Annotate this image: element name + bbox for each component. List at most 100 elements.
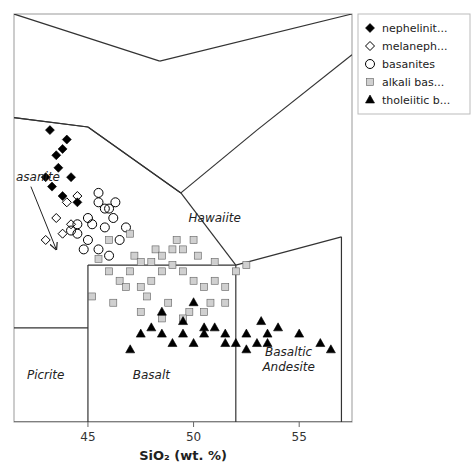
point [115, 235, 124, 244]
field-label-line: Basalt [133, 368, 172, 382]
point [131, 252, 138, 259]
point [257, 317, 266, 325]
point [144, 293, 151, 300]
legend-label: tholeiitic b... [382, 94, 450, 107]
point [58, 144, 67, 153]
point [67, 173, 76, 182]
x-tick [299, 422, 300, 427]
field-boundary [14, 118, 88, 127]
point [152, 246, 159, 253]
field-label: Hawaiite [189, 211, 241, 225]
legend-marker [366, 95, 375, 103]
point [201, 309, 208, 316]
point [109, 214, 118, 223]
point [137, 284, 144, 291]
point [41, 235, 50, 244]
point [45, 126, 54, 135]
field-label-line: Hawaiite [189, 211, 241, 225]
point [67, 226, 76, 235]
legend-label: melaneph... [382, 40, 447, 53]
point [221, 339, 230, 347]
point [207, 299, 214, 306]
point [52, 151, 61, 160]
point [137, 309, 144, 316]
point [179, 329, 188, 337]
plot-area [14, 14, 352, 422]
field-boundary [88, 421, 236, 422]
field-boundary [236, 421, 352, 422]
field-boundary [88, 127, 181, 193]
field-boundary [160, 14, 352, 61]
series-points [67, 188, 131, 260]
point [126, 345, 135, 353]
point [83, 235, 92, 244]
point [148, 258, 155, 265]
point [190, 277, 197, 284]
point [326, 345, 335, 353]
field-boundary [341, 237, 342, 422]
point [157, 307, 166, 315]
point [148, 277, 155, 284]
legend: nephelinit...melaneph...basanitesalkali … [358, 14, 470, 114]
point [169, 262, 176, 269]
point [100, 204, 109, 213]
x-tick-label: 55 [292, 430, 307, 444]
point [158, 252, 165, 259]
point [179, 317, 188, 325]
background [0, 0, 474, 474]
point [105, 251, 114, 260]
x-axis-label: SiO₂ (wt. %) [139, 448, 227, 463]
point [186, 309, 193, 316]
point [232, 268, 239, 275]
point [189, 298, 198, 306]
point [222, 284, 229, 291]
point [165, 299, 172, 306]
legend-marker [367, 79, 374, 86]
field-boundary [257, 55, 352, 130]
field-boundary [14, 421, 88, 422]
point [122, 284, 129, 291]
point [180, 268, 187, 275]
point [95, 255, 102, 262]
point [62, 135, 71, 144]
field-boundary [14, 14, 160, 61]
point [222, 299, 229, 306]
point [201, 284, 208, 291]
point [158, 268, 165, 275]
point [94, 245, 103, 254]
point [73, 198, 82, 207]
point [110, 299, 117, 306]
point [243, 262, 250, 269]
field-label-line: Andesite [261, 360, 315, 374]
point [200, 323, 209, 331]
series-points [41, 192, 82, 245]
field-boundary [181, 193, 236, 265]
x-tick [87, 422, 88, 427]
plot-frame [14, 14, 352, 422]
legend-marker [366, 42, 375, 51]
point [106, 268, 113, 275]
point [111, 198, 120, 207]
point [211, 277, 218, 284]
point [210, 323, 219, 331]
point [274, 323, 283, 331]
field-boundary [87, 265, 88, 422]
point [136, 329, 145, 337]
field-boundary [88, 127, 181, 193]
x-tick [193, 422, 194, 427]
point [295, 329, 304, 337]
point [58, 229, 67, 238]
field-label-line: asanite [16, 170, 60, 184]
field-label-line: Basaltic [265, 345, 313, 359]
point [79, 245, 88, 254]
point [106, 236, 113, 243]
field-label: Basalt [133, 368, 172, 382]
point [173, 236, 180, 243]
point [127, 268, 134, 275]
legend-label: alkali bas... [382, 76, 444, 89]
point [194, 252, 201, 259]
point [137, 258, 144, 265]
point [52, 214, 61, 223]
point [168, 339, 177, 347]
point [147, 323, 156, 331]
